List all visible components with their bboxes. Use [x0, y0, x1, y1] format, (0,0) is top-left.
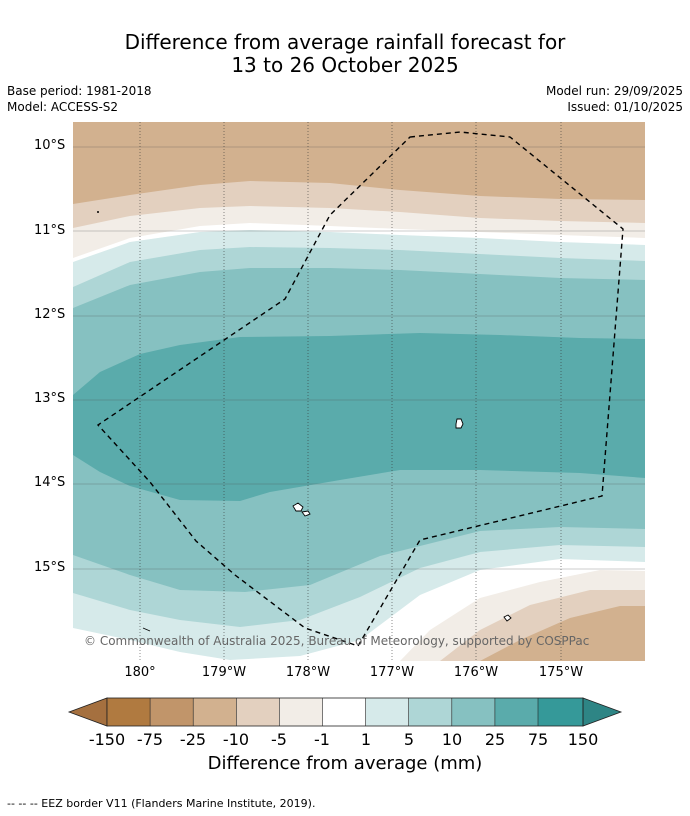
lat-label-12s: 12°S	[34, 307, 66, 322]
lon-label-179w: 179°W	[201, 665, 247, 680]
model-name: Model: ACCESS-S2	[7, 100, 119, 114]
band-lower-brown	[480, 606, 645, 661]
colorbar-cell-5	[279, 698, 323, 726]
lat-label-11s: 11°S	[34, 223, 66, 238]
legend-tick-9: 10	[441, 730, 463, 749]
lat-label-10s: 10°S	[34, 138, 66, 153]
colorbar-cell-8	[408, 698, 452, 726]
legend-tick-1: -150	[88, 730, 126, 749]
legend-tick-8: 5	[403, 730, 415, 749]
band-teal-75	[73, 333, 645, 501]
copyright-note: © Commonwealth of Australia 2025, Bureau…	[84, 634, 589, 648]
model-run: Model run: 29/09/2025	[545, 84, 683, 98]
base-period: Base period: 1981-2018	[7, 84, 152, 98]
legend-tick-12: 150	[567, 730, 599, 749]
legend-tick-2: -75	[136, 730, 164, 749]
legend-tick-10: 25	[484, 730, 506, 749]
issued-date: Issued: 01/10/2025	[567, 100, 683, 114]
lon-label-177w: 177°W	[369, 665, 415, 680]
colorbar-cell-2	[150, 698, 194, 726]
colorbar-cell-9	[451, 698, 495, 726]
lat-label-13s: 13°S	[34, 391, 66, 406]
colorbar	[67, 697, 623, 727]
island-group-south-west	[292, 502, 311, 517]
colorbar-outline	[106, 697, 584, 727]
legend-title: Difference from average (mm)	[207, 753, 483, 774]
eez-footnote: -- -- -- EEZ border V11 (Flanders Marine…	[7, 797, 316, 810]
legend-tick-4: -10	[222, 730, 250, 749]
legend-tick-7: 1	[360, 730, 372, 749]
island-south-east	[503, 614, 512, 622]
contour-fill	[73, 122, 645, 661]
title-line-2: 13 to 26 October 2025	[231, 53, 459, 77]
colorbar-extend-high	[582, 697, 623, 727]
graticule	[73, 122, 645, 661]
islet-south-west	[142, 627, 151, 632]
legend-tick-5: -5	[271, 730, 287, 749]
colorbar-cell-3	[193, 698, 237, 726]
island-north-east	[455, 418, 464, 429]
lat-label-15s: 15°S	[34, 560, 66, 575]
lat-label-14s: 14°S	[34, 475, 66, 490]
legend-tick-3: -25	[179, 730, 207, 749]
legend-tick-6: -1	[314, 730, 330, 749]
model-info: Base period: 1981-2018 Model: ACCESS-S2	[7, 83, 152, 115]
colorbar-cell-4	[236, 698, 280, 726]
colorbar-cell-7	[365, 698, 409, 726]
colorbar-cell-11	[538, 698, 583, 726]
lon-label-176w: 176°W	[453, 665, 499, 680]
colorbar-extend-low	[67, 697, 108, 727]
run-info: Model run: 29/09/2025 Issued: 01/10/2025	[546, 83, 683, 115]
lon-label-180: 180°	[124, 665, 156, 680]
islet-north-west	[97, 211, 99, 213]
colorbar-cell-1	[107, 698, 151, 726]
title-line-1: Difference from average rainfall forecas…	[124, 30, 566, 54]
colorbar-cell-6	[322, 698, 366, 726]
map-title: Difference from average rainfall forecas…	[0, 31, 690, 77]
lon-label-178w: 178°W	[285, 665, 331, 680]
lon-label-175w: 175°W	[538, 665, 584, 680]
colorbar-cell-10	[494, 698, 538, 726]
legend-tick-11: 75	[527, 730, 549, 749]
